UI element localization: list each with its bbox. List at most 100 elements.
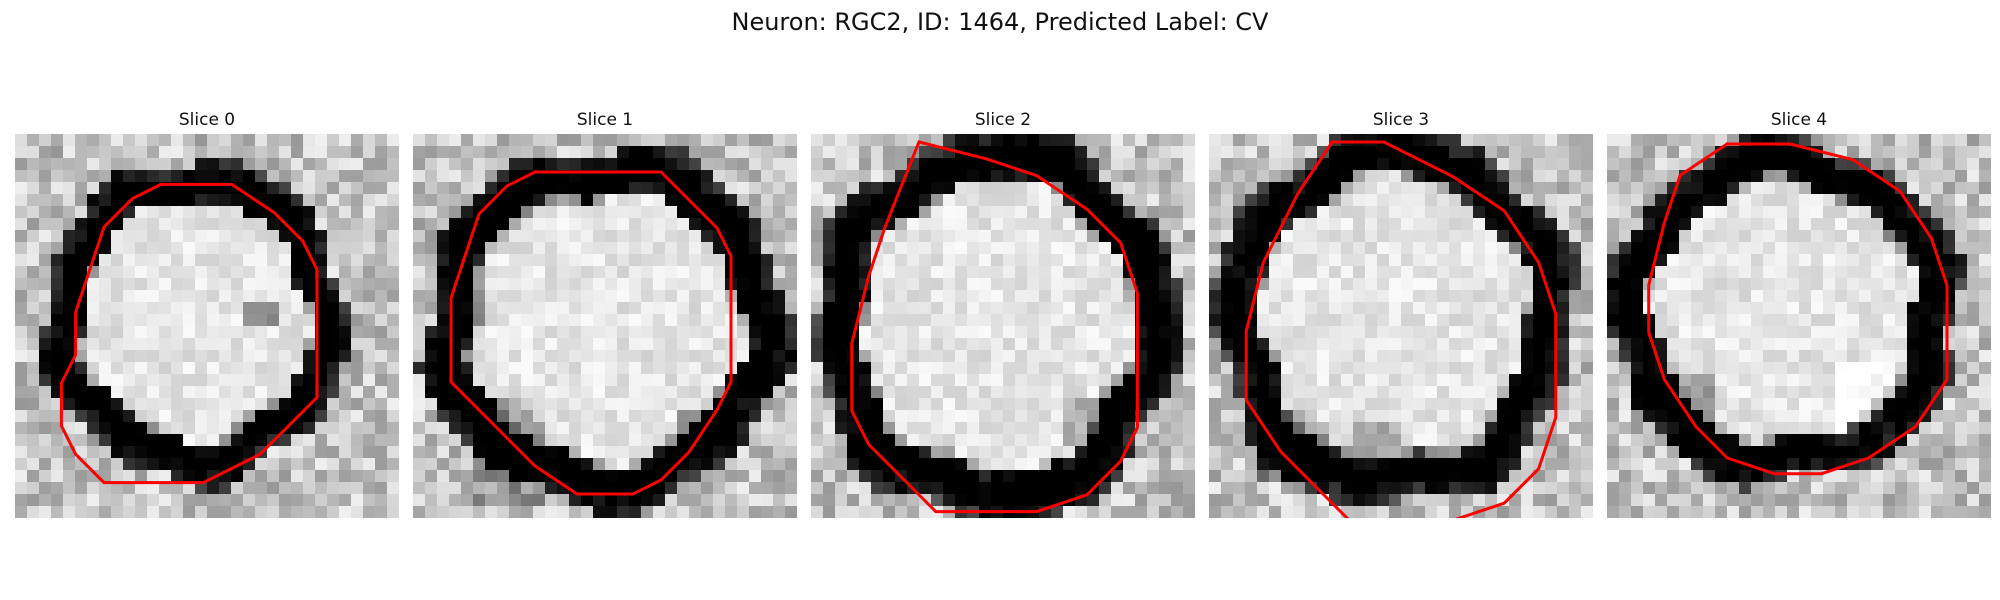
slice-pixel [509, 230, 521, 242]
slice-pixel [1655, 278, 1667, 290]
slice-pixel [1353, 506, 1365, 518]
slice-pixel [1329, 434, 1341, 446]
slice-pixel [1183, 254, 1195, 266]
slice-pixel [27, 374, 39, 386]
slice-pixel [1063, 386, 1075, 398]
slice-pixel [701, 470, 713, 482]
slice-pixel [689, 374, 701, 386]
slice-pixel [701, 386, 713, 398]
slice-pixel [1063, 470, 1075, 482]
slice-pixel [1931, 302, 1943, 314]
slice-pixel [207, 170, 219, 182]
slice-pixel [1099, 338, 1111, 350]
slice-pixel [1607, 218, 1619, 230]
slice-pixel [1569, 290, 1581, 302]
slice-pixel [1257, 194, 1269, 206]
slice-pixel [1221, 314, 1233, 326]
slice-pixel [1509, 434, 1521, 446]
slice-pixel [39, 242, 51, 254]
slice-pixel [327, 422, 339, 434]
slice-pixel [1233, 146, 1245, 158]
slice-pixel [725, 218, 737, 230]
slice-pixel [1823, 326, 1835, 338]
slice-pixel [761, 494, 773, 506]
slice-pixel [725, 434, 737, 446]
slice-pixel [1245, 158, 1257, 170]
slice-pixel [593, 302, 605, 314]
slice-image [1209, 134, 1593, 518]
slice-pixel [593, 290, 605, 302]
slice-pixel [1967, 446, 1979, 458]
slice-pixel [883, 338, 895, 350]
slice-pixel [1581, 374, 1593, 386]
slice-pixel [1135, 194, 1147, 206]
slice-pixel [437, 494, 449, 506]
slice-pixel [1569, 410, 1581, 422]
slice-pixel [1557, 194, 1569, 206]
slice-pixel [171, 314, 183, 326]
slice-pixel [1473, 266, 1485, 278]
slice-pixel [111, 278, 123, 290]
slice-pixel [1015, 362, 1027, 374]
slice-pixel [1147, 230, 1159, 242]
slice-pixel [1171, 158, 1183, 170]
slice-pixel [1075, 182, 1087, 194]
slice-pixel [1111, 470, 1123, 482]
slice-pixel [1473, 398, 1485, 410]
slice-pixel [1883, 146, 1895, 158]
slice-pixel [713, 182, 725, 194]
slice-pixel [641, 410, 653, 422]
slice-pixel [1087, 146, 1099, 158]
slice-pixel [1667, 254, 1679, 266]
slice-pixel [15, 278, 27, 290]
slice-pixel [1233, 362, 1245, 374]
slice-pixel [315, 470, 327, 482]
slice-pixel [437, 134, 449, 146]
slice-pixel [1533, 146, 1545, 158]
slice-pixel [219, 350, 231, 362]
slice-pixel [943, 158, 955, 170]
slice-pixel [979, 290, 991, 302]
slice-pixel [1787, 446, 1799, 458]
slice-pixel [1895, 362, 1907, 374]
slice-pixel [1293, 146, 1305, 158]
slice-pixel [907, 218, 919, 230]
slice-pixel [737, 170, 749, 182]
slice-pixel [315, 446, 327, 458]
slice-pixel [449, 458, 461, 470]
slice-pixel [243, 470, 255, 482]
slice-pixel [1473, 170, 1485, 182]
slice-pixel [1377, 470, 1389, 482]
slice-pixel [581, 266, 593, 278]
slice-pixel [931, 194, 943, 206]
slice-pixel [895, 374, 907, 386]
slice-pixel [183, 506, 195, 518]
slice-pixel [27, 290, 39, 302]
slice-pixel [1943, 194, 1955, 206]
slice-pixel [123, 398, 135, 410]
slice-pixel [773, 506, 785, 518]
slice-pixel [569, 158, 581, 170]
slice-pixel [1293, 254, 1305, 266]
slice-pixel [919, 434, 931, 446]
slice-pixel [1183, 218, 1195, 230]
slice-pixel [1703, 254, 1715, 266]
slice-pixel [135, 146, 147, 158]
slice-pixel [1209, 230, 1221, 242]
slice-pixel [617, 146, 629, 158]
slice-pixel [1293, 242, 1305, 254]
slice-pixel [413, 446, 425, 458]
slice-pixel [1557, 410, 1569, 422]
slice-pixel [1329, 374, 1341, 386]
slice-pixel [1159, 206, 1171, 218]
slice-pixel [1751, 242, 1763, 254]
slice-pixel [1051, 374, 1063, 386]
slice-pixel [159, 410, 171, 422]
slice-pixel [823, 230, 835, 242]
slice-pixel [785, 434, 797, 446]
slice-pixel [1859, 446, 1871, 458]
slice-pixel [449, 158, 461, 170]
slice-pixel [1607, 146, 1619, 158]
slice-pixel [1811, 182, 1823, 194]
slice-pixel [279, 158, 291, 170]
